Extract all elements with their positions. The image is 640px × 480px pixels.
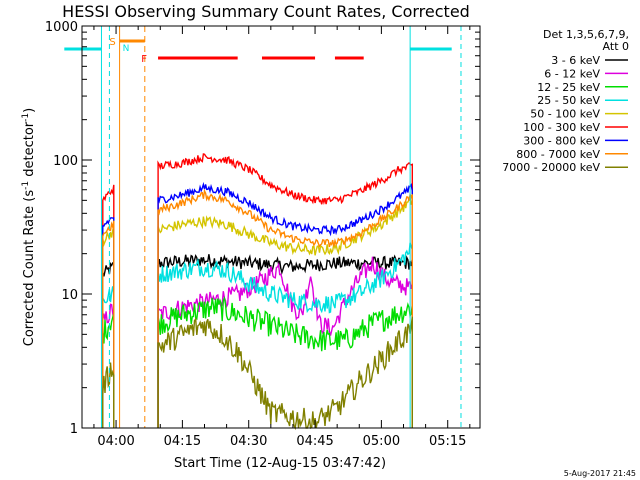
- legend-header-attenuator: Att 0: [603, 40, 629, 53]
- x-axis-label: Start Time (12-Aug-15 03:47:42): [174, 456, 386, 471]
- series-line: [102, 312, 115, 428]
- series-line: [102, 184, 115, 428]
- series-line: [102, 217, 115, 428]
- series-line: [157, 316, 413, 431]
- series-line: [157, 242, 413, 428]
- legend-entry-label: 25 - 50 keV: [537, 94, 600, 107]
- x-tick-label: 05:00: [363, 434, 400, 449]
- x-tick-label: 04:00: [97, 434, 134, 449]
- legend-entry-label: 100 - 300 keV: [523, 121, 600, 134]
- y-tick-label: 100: [53, 154, 78, 169]
- night-flag-label: N: [123, 44, 130, 54]
- series-line: [157, 254, 413, 428]
- legend-header-detectors: Det 1,3,5,6,7,9,: [543, 28, 629, 41]
- series-line: [157, 181, 413, 428]
- y-tick-label: 1000: [45, 20, 78, 35]
- y-axis: 1 10 100 1000: [45, 20, 480, 437]
- series-line: [102, 362, 115, 428]
- x-tick-label: 04:30: [230, 434, 267, 449]
- flare-flag-label: F: [141, 54, 147, 65]
- legend-entry-label: 7000 - 20000 keV: [502, 161, 600, 174]
- x-tick-label: 05:15: [429, 434, 466, 449]
- series-line: [157, 256, 413, 428]
- legend-entry-label: 50 - 100 keV: [530, 108, 600, 121]
- series-group: [102, 153, 413, 431]
- y-tick-label: 10: [61, 288, 78, 303]
- series-line: [157, 153, 413, 428]
- series-line: [157, 195, 413, 428]
- series-line: [157, 188, 413, 428]
- legend-entry-label: 6 - 12 keV: [544, 67, 600, 80]
- x-axis: 04:00 04:15 04:30 04:45 05:00 05:15: [93, 26, 471, 449]
- overlay-group: SN F: [64, 26, 462, 428]
- legend-entry-label: 3 - 6 keV: [551, 54, 600, 67]
- chart-title: HESSI Observing Summary Count Rates, Cor…: [62, 2, 470, 21]
- legend-entry-label: 12 - 25 keV: [537, 81, 600, 94]
- saa-flag-label: S: [109, 37, 115, 48]
- plot-frame: [81, 25, 481, 429]
- legend-entry-label: 300 - 800 keV: [523, 134, 600, 147]
- legend-entry-label: 800 - 7000 keV: [516, 148, 600, 161]
- y-axis-label: Corrected Count Rate (s-1 detector-1): [21, 108, 37, 346]
- series-line: [157, 295, 413, 428]
- series-line: [102, 225, 115, 428]
- y-tick-label: 1: [70, 422, 78, 437]
- series-line: [102, 261, 115, 428]
- x-tick-label: 04:15: [164, 434, 201, 449]
- x-tick-label: 04:45: [296, 434, 333, 449]
- series-line: [102, 303, 115, 428]
- series-line: [102, 220, 115, 428]
- generation-timestamp: 5-Aug-2017 21:45: [564, 469, 636, 478]
- series-line: [102, 286, 115, 428]
